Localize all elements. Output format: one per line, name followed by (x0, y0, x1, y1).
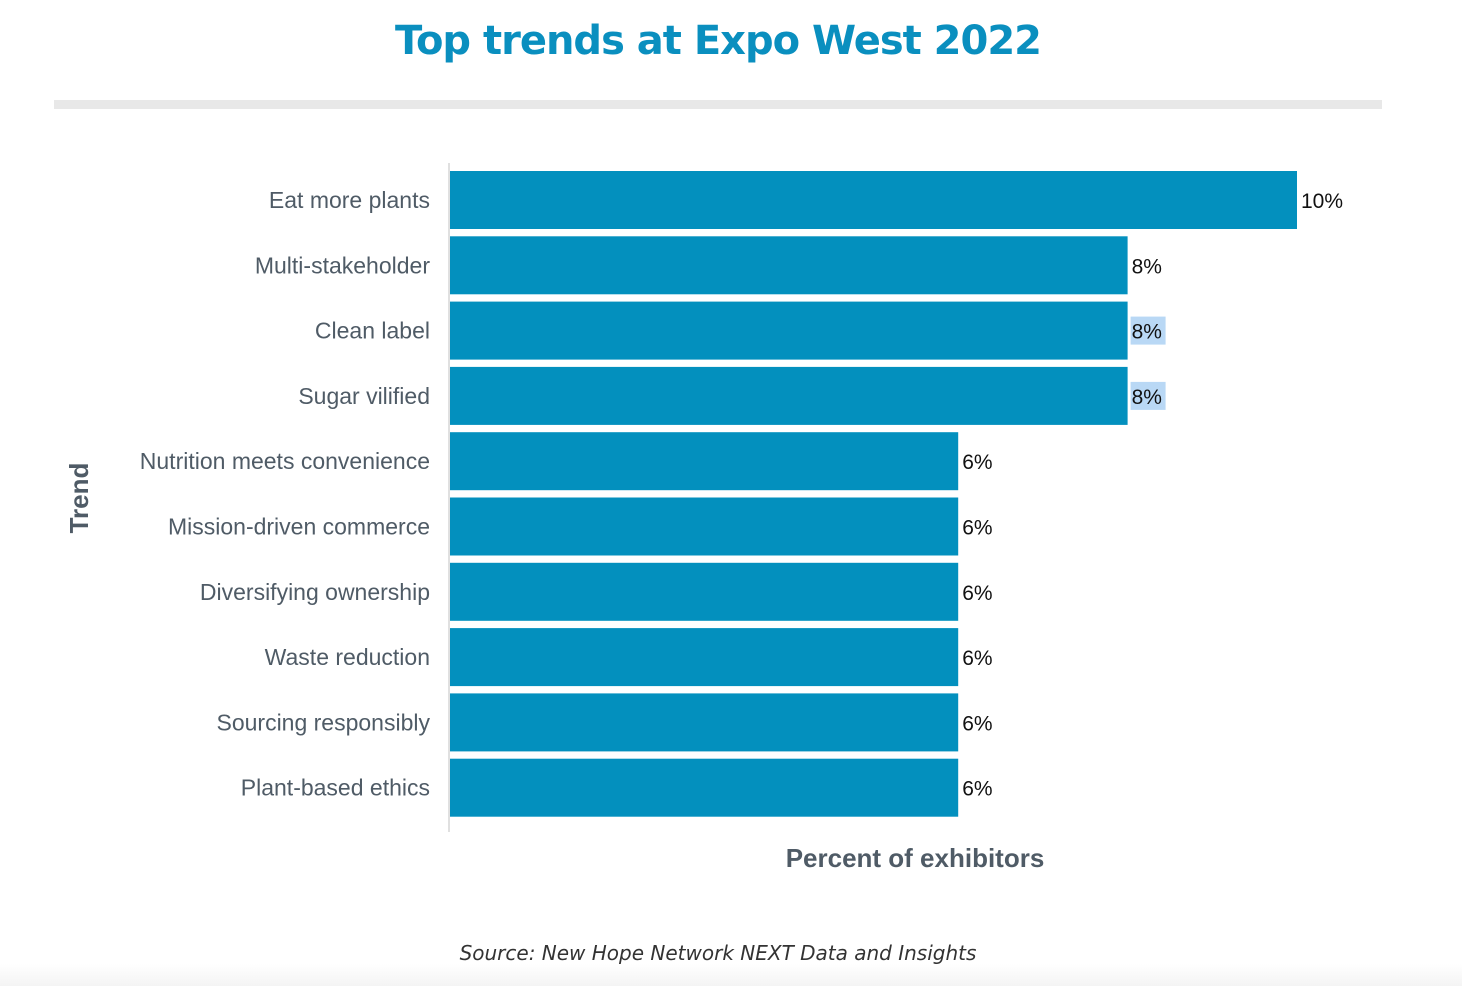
value-highlight-3 (1130, 381, 1166, 410)
source-note: Source: New Hope Network NEXT Data and I… (459, 941, 977, 965)
category-label-8: Sourcing responsibly (216, 709, 430, 735)
value-label-0: 10% (1301, 190, 1343, 213)
category-label-9: Plant-based ethics (241, 775, 430, 801)
category-label-1: Multi-stakeholder (255, 252, 430, 278)
category-label-4: Nutrition meets convenience (140, 448, 430, 474)
value-label-8: 6% (962, 712, 992, 735)
bar-9 (450, 758, 959, 817)
category-label-5: Mission-driven commerce (168, 514, 430, 540)
value-label-7: 6% (962, 647, 992, 670)
x-axis-title: Percent of exhibitors (786, 843, 1045, 873)
value-label-6: 6% (962, 582, 992, 605)
category-label-3: Sugar vilified (298, 383, 430, 409)
category-label-2: Clean label (315, 318, 430, 344)
value-label-9: 6% (962, 778, 992, 801)
value-highlight-2 (1130, 316, 1166, 345)
bottom-fade (0, 964, 1462, 986)
value-label-5: 6% (962, 517, 992, 540)
bar-4 (450, 432, 959, 491)
bar-5 (450, 497, 959, 556)
category-label-7: Waste reduction (265, 644, 430, 670)
bar-3 (450, 366, 1128, 425)
value-label-1: 8% (1132, 255, 1162, 278)
y-axis-title: Trend (64, 463, 94, 534)
value-label-3: 8% (1132, 386, 1162, 409)
bar-8 (450, 693, 959, 752)
title-divider (54, 100, 1382, 109)
category-label-6: Diversifying ownership (200, 579, 430, 605)
bar-2 (450, 301, 1128, 360)
chart-title: Top trends at Expo West 2022 (394, 18, 1042, 64)
category-label-0: Eat more plants (269, 187, 430, 213)
value-label-4: 6% (962, 451, 992, 474)
value-label-2: 8% (1132, 321, 1162, 344)
bar-0 (450, 171, 1297, 229)
bar-1 (450, 236, 1128, 295)
bar-6 (450, 562, 959, 621)
bar-7 (450, 628, 959, 687)
